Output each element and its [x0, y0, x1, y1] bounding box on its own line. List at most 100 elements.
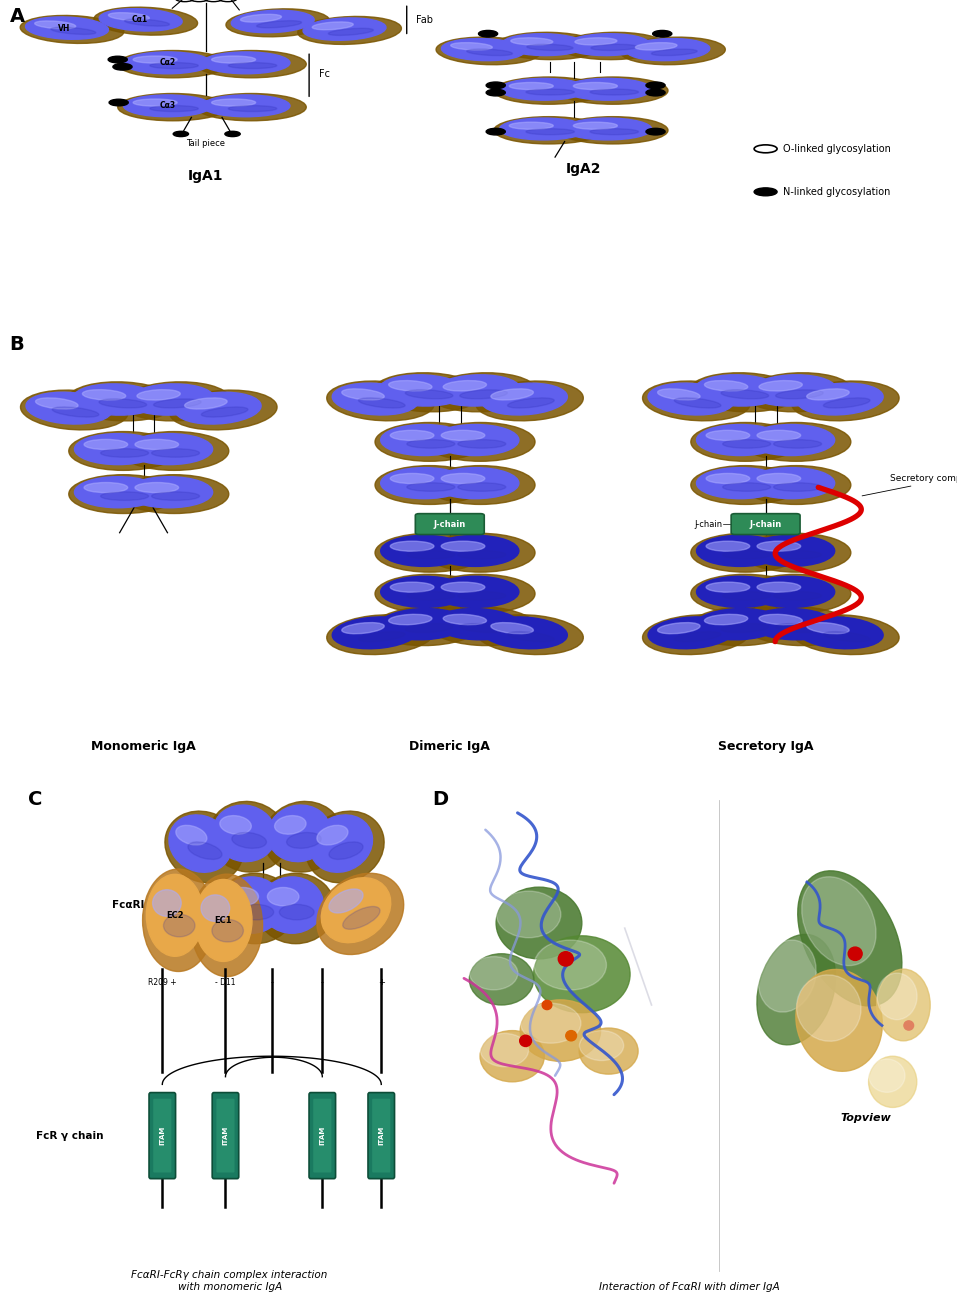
Ellipse shape — [122, 381, 231, 422]
Ellipse shape — [697, 536, 784, 567]
Circle shape — [486, 128, 505, 135]
Ellipse shape — [279, 904, 314, 920]
Text: Secretory IgA: Secretory IgA — [718, 739, 813, 752]
Ellipse shape — [564, 118, 652, 140]
Ellipse shape — [496, 887, 582, 958]
Circle shape — [486, 89, 505, 96]
Ellipse shape — [169, 390, 278, 429]
Text: Tail piece: Tail piece — [187, 139, 225, 148]
FancyBboxPatch shape — [368, 1092, 394, 1179]
Ellipse shape — [457, 550, 506, 559]
Text: D: D — [432, 790, 448, 809]
Ellipse shape — [558, 117, 668, 144]
Ellipse shape — [226, 9, 329, 36]
Ellipse shape — [723, 440, 770, 449]
FancyBboxPatch shape — [216, 1099, 234, 1172]
Ellipse shape — [123, 95, 211, 117]
Ellipse shape — [689, 607, 798, 646]
Circle shape — [566, 1031, 576, 1040]
Ellipse shape — [175, 392, 261, 424]
Text: J-chain: J-chain — [695, 520, 723, 529]
Ellipse shape — [84, 440, 127, 450]
Ellipse shape — [697, 468, 784, 498]
Circle shape — [848, 947, 862, 960]
Ellipse shape — [100, 492, 148, 501]
Ellipse shape — [20, 390, 128, 429]
Ellipse shape — [332, 383, 418, 415]
Ellipse shape — [441, 431, 485, 441]
Circle shape — [558, 952, 573, 966]
Ellipse shape — [501, 34, 586, 56]
Ellipse shape — [120, 432, 229, 471]
Text: B: B — [10, 336, 24, 354]
Ellipse shape — [480, 1031, 545, 1082]
Ellipse shape — [706, 541, 749, 551]
Ellipse shape — [742, 533, 851, 572]
Ellipse shape — [742, 466, 851, 505]
Ellipse shape — [220, 816, 252, 834]
Ellipse shape — [379, 375, 466, 406]
Ellipse shape — [94, 8, 197, 35]
Ellipse shape — [312, 22, 353, 30]
Ellipse shape — [359, 398, 405, 409]
Ellipse shape — [124, 19, 169, 26]
Ellipse shape — [773, 440, 822, 449]
Text: Fab: Fab — [416, 14, 434, 25]
Ellipse shape — [201, 895, 230, 921]
Ellipse shape — [749, 608, 836, 639]
Ellipse shape — [169, 815, 232, 873]
Text: - D11: - D11 — [215, 978, 235, 987]
Ellipse shape — [807, 389, 849, 399]
Circle shape — [108, 56, 127, 62]
Text: ITAM: ITAM — [159, 1126, 166, 1145]
Ellipse shape — [153, 399, 201, 407]
Circle shape — [754, 188, 777, 196]
Ellipse shape — [151, 492, 200, 501]
Ellipse shape — [263, 802, 343, 872]
Ellipse shape — [526, 44, 573, 51]
Text: Secretory component (SC): Secretory component (SC) — [862, 473, 957, 495]
Ellipse shape — [432, 536, 519, 567]
Ellipse shape — [389, 615, 432, 625]
Ellipse shape — [691, 533, 800, 572]
Ellipse shape — [560, 32, 665, 60]
Ellipse shape — [507, 632, 554, 642]
Ellipse shape — [721, 624, 768, 633]
Ellipse shape — [232, 833, 266, 848]
Ellipse shape — [441, 473, 485, 484]
Circle shape — [486, 82, 505, 88]
Ellipse shape — [509, 83, 553, 89]
Circle shape — [225, 131, 240, 136]
Ellipse shape — [590, 44, 637, 51]
Circle shape — [113, 64, 132, 70]
Ellipse shape — [877, 969, 930, 1040]
Ellipse shape — [443, 380, 486, 390]
Ellipse shape — [146, 874, 204, 956]
Ellipse shape — [500, 78, 588, 100]
Ellipse shape — [626, 39, 710, 61]
Text: IgA2: IgA2 — [566, 162, 602, 176]
Ellipse shape — [494, 117, 604, 144]
Ellipse shape — [491, 623, 533, 634]
Ellipse shape — [704, 380, 747, 390]
Text: J-chain: J-chain — [749, 520, 782, 529]
Ellipse shape — [390, 431, 434, 441]
Ellipse shape — [73, 384, 160, 415]
Ellipse shape — [286, 833, 322, 848]
Ellipse shape — [566, 34, 650, 56]
Ellipse shape — [26, 17, 108, 39]
Ellipse shape — [196, 93, 306, 121]
Ellipse shape — [526, 128, 574, 135]
Circle shape — [543, 1000, 552, 1009]
Ellipse shape — [432, 576, 519, 607]
Text: Dimeric IgA: Dimeric IgA — [410, 739, 490, 752]
Circle shape — [109, 100, 128, 106]
Ellipse shape — [706, 582, 749, 593]
FancyBboxPatch shape — [313, 1099, 331, 1172]
Text: R209 +: R209 + — [148, 978, 177, 987]
Ellipse shape — [759, 615, 802, 625]
Ellipse shape — [342, 623, 385, 634]
Text: A: A — [10, 6, 25, 26]
Ellipse shape — [317, 825, 348, 844]
Ellipse shape — [322, 878, 390, 943]
